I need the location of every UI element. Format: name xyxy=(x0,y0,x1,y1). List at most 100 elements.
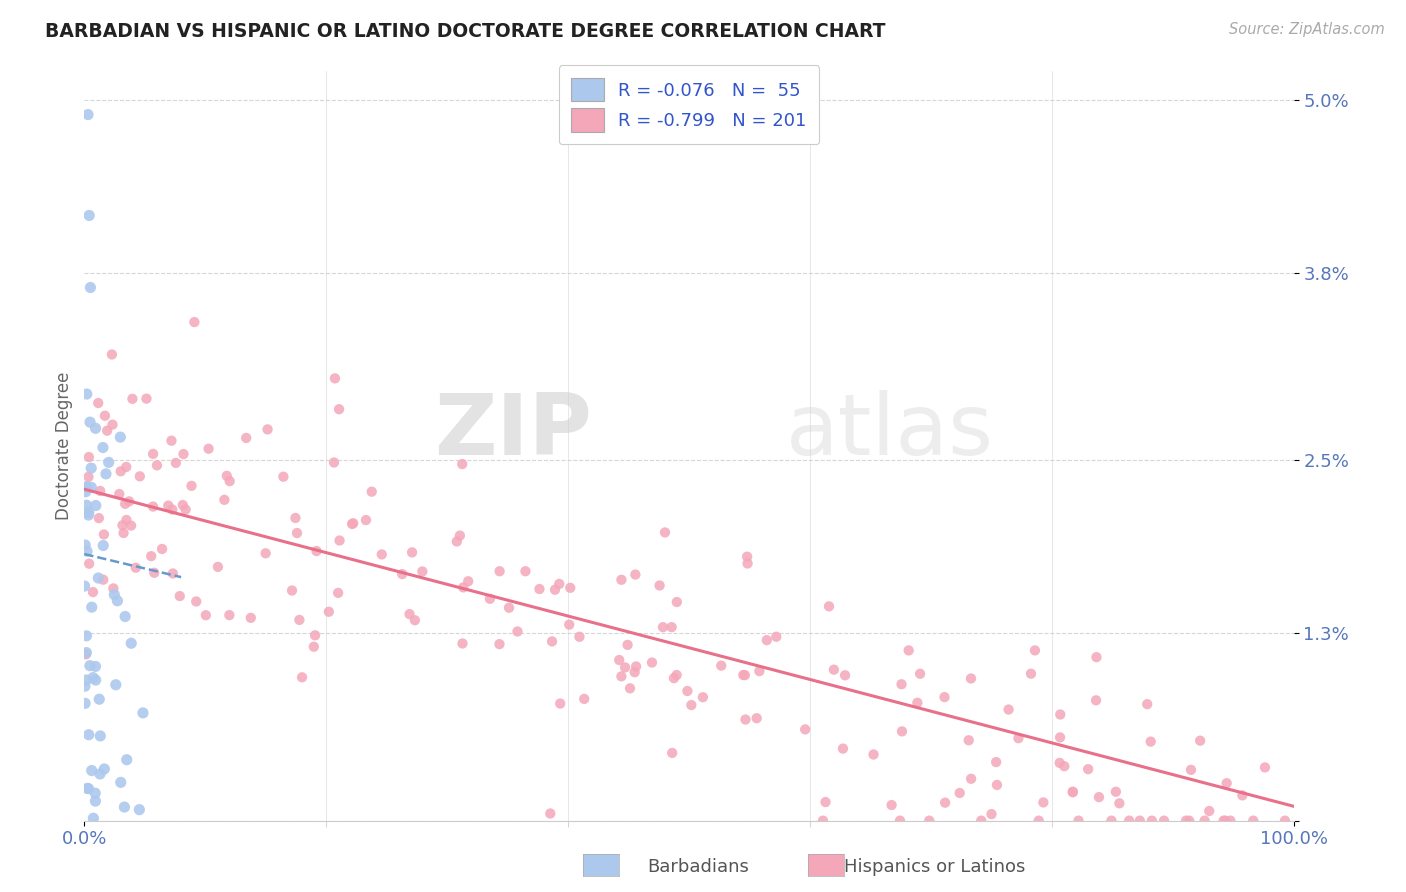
Point xyxy=(934,796,956,810)
Point xyxy=(94,467,117,481)
Point xyxy=(89,767,111,781)
Point xyxy=(1215,776,1237,790)
Point xyxy=(734,713,756,727)
Point xyxy=(115,753,138,767)
Point xyxy=(616,638,638,652)
Point xyxy=(101,347,124,361)
Point xyxy=(75,629,97,643)
Point xyxy=(87,396,110,410)
Point xyxy=(624,659,647,673)
Point xyxy=(76,781,98,796)
Point xyxy=(451,636,474,650)
Text: Barbadians: Barbadians xyxy=(647,858,748,876)
Point xyxy=(80,480,103,494)
Point xyxy=(91,539,114,553)
Point xyxy=(162,502,184,516)
Point xyxy=(77,209,100,223)
Point xyxy=(97,455,120,469)
Point xyxy=(302,640,325,654)
Legend: R = -0.076   N =  55, R = -0.799   N = 201: R = -0.076 N = 55, R = -0.799 N = 201 xyxy=(558,65,820,145)
Point xyxy=(89,729,111,743)
Point xyxy=(832,741,855,756)
Point xyxy=(93,527,115,541)
Point xyxy=(515,564,537,578)
Text: ZIP: ZIP xyxy=(434,390,592,473)
Point xyxy=(142,447,165,461)
Point xyxy=(94,409,117,423)
Point xyxy=(284,511,307,525)
Point xyxy=(103,588,125,602)
Point xyxy=(889,814,911,828)
Point xyxy=(214,492,236,507)
Point xyxy=(1219,814,1241,828)
Point xyxy=(96,424,118,438)
Point xyxy=(77,450,100,464)
Point xyxy=(91,441,114,455)
Point xyxy=(112,526,135,541)
Point xyxy=(108,487,131,501)
Point xyxy=(1140,814,1163,828)
Point xyxy=(997,702,1019,716)
Point xyxy=(120,518,142,533)
Point xyxy=(478,591,501,606)
Point xyxy=(197,442,219,456)
Text: Hispanics or Latinos: Hispanics or Latinos xyxy=(844,858,1025,876)
Point xyxy=(662,671,685,685)
Point xyxy=(143,566,166,580)
Point xyxy=(77,508,100,522)
Point xyxy=(1077,762,1099,776)
Point xyxy=(120,636,142,650)
Point xyxy=(84,421,107,435)
Point xyxy=(218,474,240,488)
Point xyxy=(980,807,1002,822)
Point xyxy=(457,574,479,589)
Point xyxy=(1215,814,1237,828)
Point xyxy=(285,526,308,541)
Point xyxy=(610,669,633,683)
Point xyxy=(391,567,413,582)
Point xyxy=(150,541,173,556)
Point xyxy=(80,600,103,615)
Point xyxy=(745,711,768,725)
Point xyxy=(624,567,647,582)
Point xyxy=(323,371,346,385)
Point xyxy=(1153,814,1175,828)
Point xyxy=(157,499,180,513)
Point xyxy=(194,608,217,623)
Point xyxy=(1194,814,1216,828)
Point xyxy=(506,624,529,639)
Point xyxy=(1241,814,1264,828)
Point xyxy=(77,107,100,121)
Point xyxy=(273,469,295,483)
Point xyxy=(734,668,756,682)
Point xyxy=(811,814,834,828)
Point xyxy=(165,456,187,470)
Point xyxy=(560,581,582,595)
Point xyxy=(340,516,363,531)
Point xyxy=(239,611,262,625)
Point xyxy=(87,571,110,585)
Point xyxy=(160,434,183,448)
Point xyxy=(329,533,352,548)
Point xyxy=(1118,814,1140,828)
Point xyxy=(132,706,155,720)
Point xyxy=(75,648,97,662)
Point xyxy=(1139,734,1161,748)
Point xyxy=(89,692,111,706)
Point xyxy=(1019,666,1042,681)
Point xyxy=(75,646,97,660)
Point xyxy=(451,457,474,471)
Point xyxy=(173,447,195,461)
Point xyxy=(215,468,238,483)
Point xyxy=(76,498,98,512)
Point xyxy=(676,684,699,698)
Point xyxy=(1049,756,1071,770)
Point xyxy=(404,613,426,627)
Point xyxy=(115,459,138,474)
Point xyxy=(735,549,758,564)
Point xyxy=(1085,650,1108,665)
Point xyxy=(93,762,115,776)
Point xyxy=(77,557,100,571)
Point xyxy=(75,697,97,711)
Point xyxy=(654,525,676,540)
